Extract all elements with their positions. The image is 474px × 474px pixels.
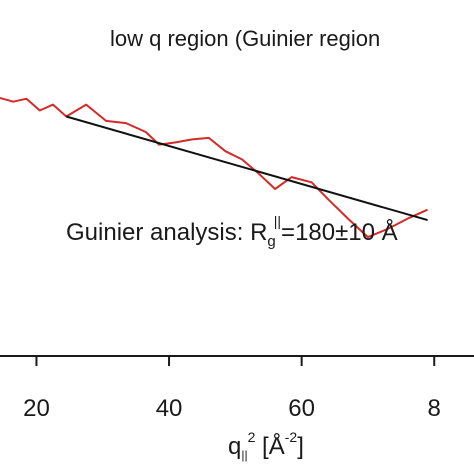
- x-axis-label: q||2 [Å-2]: [228, 429, 304, 462]
- annotation-suffix: =180±10 Å: [281, 218, 398, 246]
- annotation-prefix: Guinier analysis: R: [66, 219, 267, 246]
- xlabel-angstrom: Å: [269, 432, 285, 460]
- x-ticks: 20 40 60 8: [23, 356, 441, 422]
- guinier-annotation: Guinier analysis: Rg ||=180±10 Å: [66, 213, 398, 250]
- annotation-subscript: g: [267, 233, 275, 250]
- x-tick-label: 40: [156, 395, 183, 422]
- series: [0, 97, 429, 239]
- xlabel-base: q: [228, 433, 241, 460]
- xlabel-superscript: 2: [248, 429, 256, 445]
- xlabel-units-close: ]: [297, 433, 304, 460]
- xlabel-units-superscript: -2: [285, 429, 298, 445]
- x-tick-label: 20: [23, 395, 50, 422]
- chart-title: low q region (Guinier region: [110, 26, 380, 51]
- x-tick-label: 60: [288, 395, 315, 422]
- annotation-superscript: ||: [274, 213, 281, 229]
- x-tick-label: 8: [428, 395, 441, 422]
- guinier-fit-line: [66, 115, 428, 222]
- data-series-line: [0, 97, 429, 239]
- xlabel-subscript: ||: [241, 448, 247, 462]
- xlabel-units-open: [: [255, 433, 269, 460]
